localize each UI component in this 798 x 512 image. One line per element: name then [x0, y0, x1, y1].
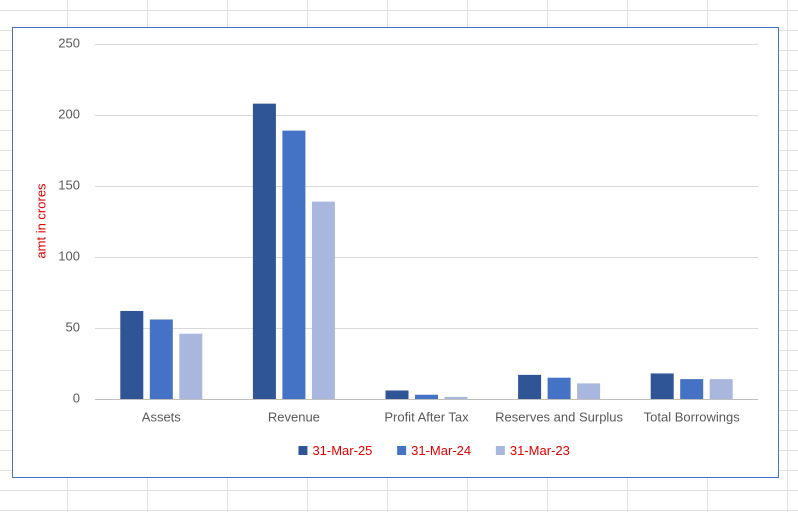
legend-swatch — [397, 446, 407, 455]
legend-label: 31-Mar-23 — [510, 443, 570, 458]
x-tick-label: Total Borrowings — [644, 409, 741, 424]
bar — [680, 379, 704, 399]
bar — [709, 379, 733, 399]
bar — [120, 310, 144, 399]
legend-label: 31-Mar-25 — [312, 443, 372, 458]
y-tick-label: 150 — [58, 177, 80, 192]
x-tick-label: Reserves and Surplus — [495, 409, 623, 424]
y-tick-label: 50 — [66, 319, 80, 334]
legend-swatch — [495, 446, 505, 455]
x-tick-label: Assets — [142, 409, 182, 424]
y-tick-label: 100 — [58, 248, 80, 263]
bar — [415, 394, 438, 399]
bar — [547, 377, 571, 399]
bar — [650, 373, 674, 399]
y-tick-label: 200 — [58, 106, 80, 121]
x-tick-label: Profit After Tax — [384, 409, 469, 424]
y-axis-title: amt in crores — [33, 183, 48, 259]
bar — [252, 103, 276, 399]
bar — [149, 319, 173, 399]
legend-swatch — [298, 446, 308, 455]
chart-frame — [12, 27, 779, 478]
bar — [311, 201, 335, 399]
y-tick-label: 0 — [73, 390, 80, 405]
y-tick-label: 250 — [58, 35, 80, 50]
x-tick-label: Revenue — [268, 409, 320, 424]
bar — [179, 333, 203, 399]
bar — [518, 374, 542, 399]
legend-label: 31-Mar-24 — [411, 443, 471, 458]
bar — [577, 383, 601, 399]
bar — [444, 396, 468, 399]
bar — [385, 390, 409, 399]
bar — [282, 130, 306, 399]
